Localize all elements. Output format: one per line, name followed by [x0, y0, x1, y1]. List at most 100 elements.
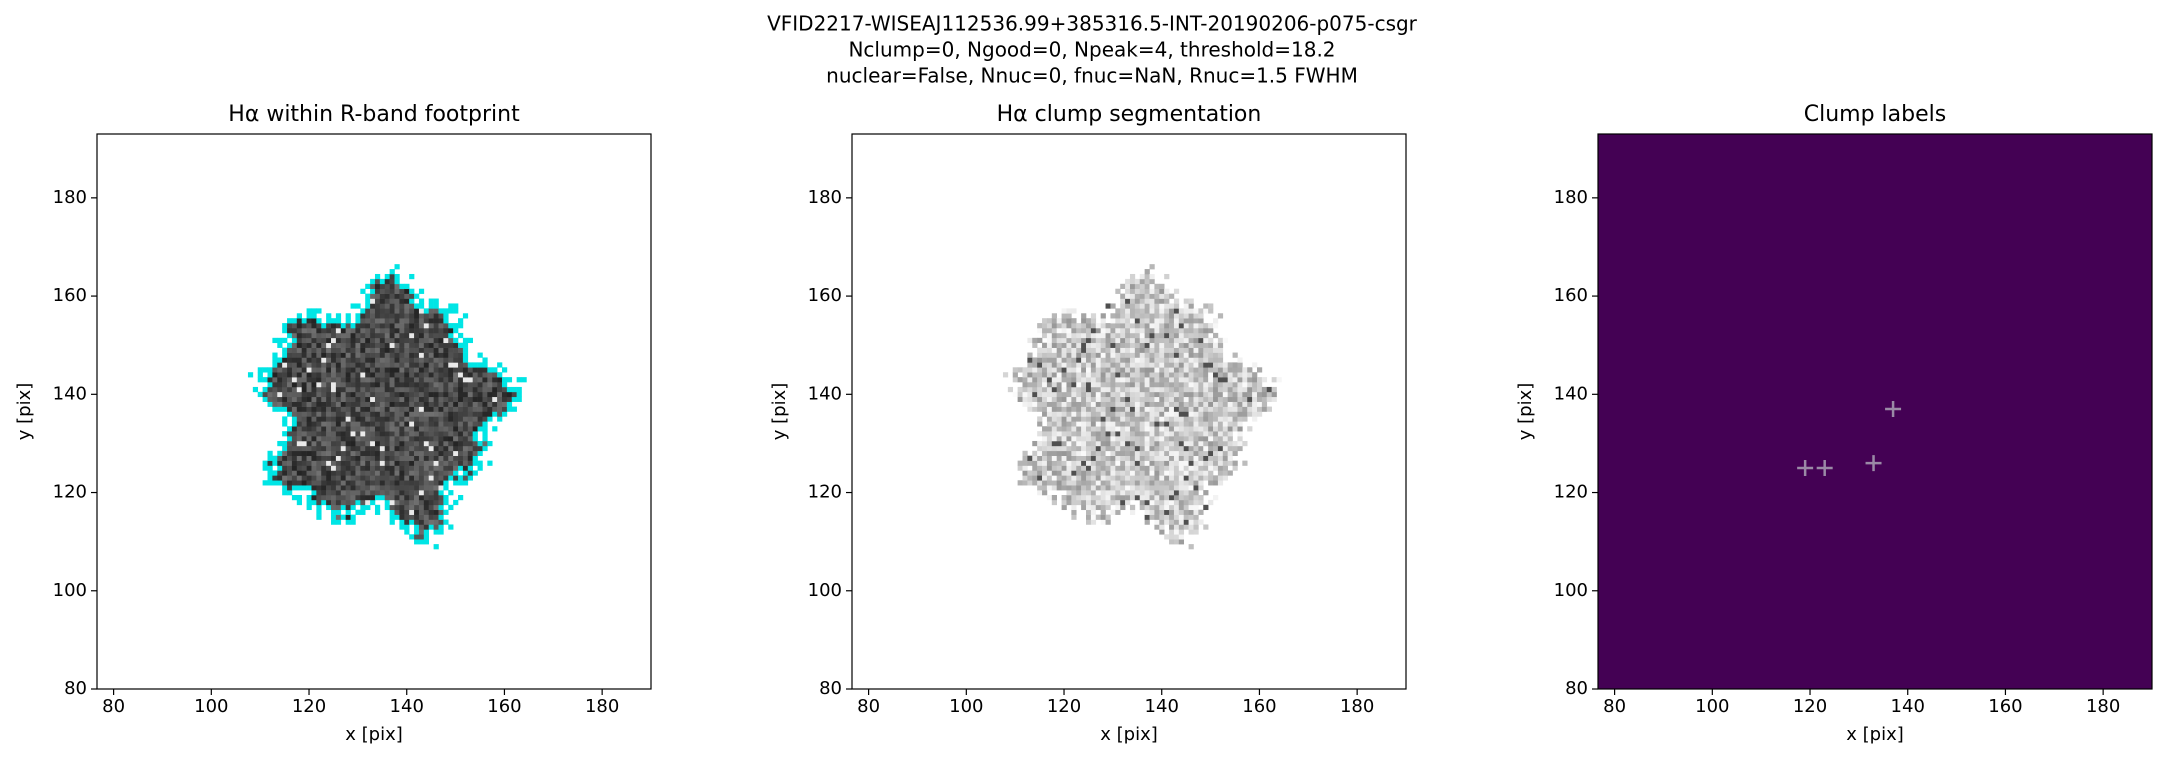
image-pixel	[316, 367, 322, 373]
image-pixel	[1242, 391, 1248, 398]
image-pixel	[296, 436, 302, 442]
x-tick-label: 180	[585, 696, 619, 717]
image-pixel	[1017, 460, 1023, 466]
image-pixel	[394, 367, 400, 373]
image-pixel	[458, 431, 464, 437]
image-pixel	[1129, 406, 1136, 412]
image-pixel	[1115, 470, 1121, 476]
image-pixel	[423, 416, 430, 422]
image-pixel	[1164, 480, 1170, 486]
image-pixel	[374, 382, 381, 388]
image-pixel	[423, 426, 430, 432]
image-pixel	[1076, 406, 1082, 412]
image-pixel	[321, 357, 327, 363]
image-pixel	[1125, 494, 1131, 501]
image-pixel	[418, 362, 425, 368]
image-pixel	[1169, 382, 1175, 388]
image-pixel	[296, 465, 302, 471]
image-pixel	[1071, 514, 1077, 520]
image-pixel	[1125, 490, 1131, 496]
image-pixel	[384, 480, 390, 486]
image-pixel	[1071, 480, 1077, 486]
image-pixel	[1183, 445, 1189, 452]
image-pixel	[1208, 323, 1214, 329]
image-pixel	[321, 401, 327, 407]
image-pixel	[291, 421, 298, 427]
image-pixel	[360, 455, 366, 461]
image-pixel	[1213, 445, 1219, 452]
image-pixel	[350, 440, 356, 447]
image-pixel	[331, 426, 337, 432]
image-pixel	[1183, 308, 1189, 314]
image-pixel	[1100, 475, 1106, 481]
image-pixel	[1149, 499, 1155, 506]
image-pixel	[1164, 396, 1170, 402]
image-pixel	[282, 440, 288, 447]
image-pixel	[370, 445, 376, 452]
image-pixel	[418, 396, 425, 402]
image-pixel	[394, 436, 400, 442]
image-pixel	[1090, 396, 1097, 402]
image-pixel	[1193, 524, 1199, 530]
image-pixel	[1100, 357, 1106, 363]
image-pixel	[448, 347, 454, 353]
image-pixel	[360, 367, 366, 373]
image-pixel	[1173, 372, 1180, 378]
image-pixel	[301, 382, 307, 388]
image-pixel	[374, 313, 381, 319]
image-pixel	[458, 323, 464, 329]
image-pixel	[1076, 362, 1082, 368]
image-pixel	[1110, 436, 1116, 442]
image-pixel	[1144, 347, 1150, 353]
image-pixel	[306, 372, 312, 378]
image-pixel	[370, 283, 376, 290]
image-pixel	[487, 372, 493, 378]
image-pixel	[1051, 401, 1057, 407]
image-pixel	[1198, 332, 1204, 339]
image-pixel	[472, 362, 478, 368]
image-pixel	[414, 485, 420, 491]
image-pixel	[1120, 337, 1126, 344]
image-pixel	[1154, 411, 1160, 417]
image-pixel	[1173, 539, 1180, 545]
image-pixel	[1183, 426, 1189, 432]
image-pixel	[443, 313, 449, 319]
image-pixel	[1022, 367, 1028, 373]
image-pixel	[1188, 313, 1194, 319]
image-pixel	[272, 455, 278, 461]
image-pixel	[506, 377, 513, 383]
image-pixel	[1110, 490, 1116, 496]
image-pixel	[384, 328, 390, 334]
image-pixel	[350, 475, 356, 481]
image-pixel	[1173, 406, 1180, 412]
image-pixel	[355, 382, 361, 388]
image-pixel	[345, 436, 351, 442]
image-pixel	[1173, 308, 1180, 314]
image-pixel	[1183, 455, 1189, 461]
image-pixel	[1144, 465, 1150, 471]
image-pixel	[423, 323, 430, 329]
image-pixel	[1120, 465, 1126, 471]
image-pixel	[379, 391, 386, 398]
image-pixel	[1173, 499, 1180, 506]
image-pixel	[1144, 475, 1150, 481]
image-pixel	[1129, 391, 1136, 398]
image-pixel	[291, 337, 298, 344]
image-pixel	[472, 377, 478, 383]
image-pixel	[1037, 362, 1043, 368]
image-pixel	[438, 494, 444, 501]
image-pixel	[1159, 377, 1165, 383]
image-pixel	[1076, 342, 1082, 348]
image-pixel	[448, 455, 454, 461]
image-pixel	[399, 401, 405, 407]
image-pixel	[321, 494, 327, 501]
image-pixel	[1129, 352, 1136, 358]
image-pixel	[272, 357, 278, 363]
image-pixel	[1252, 401, 1258, 407]
image-pixel	[428, 421, 434, 427]
image-pixel	[409, 367, 415, 373]
image-pixel	[1198, 406, 1204, 412]
image-pixel	[453, 357, 459, 363]
image-pixel	[453, 303, 459, 309]
image-pixel	[418, 421, 425, 427]
